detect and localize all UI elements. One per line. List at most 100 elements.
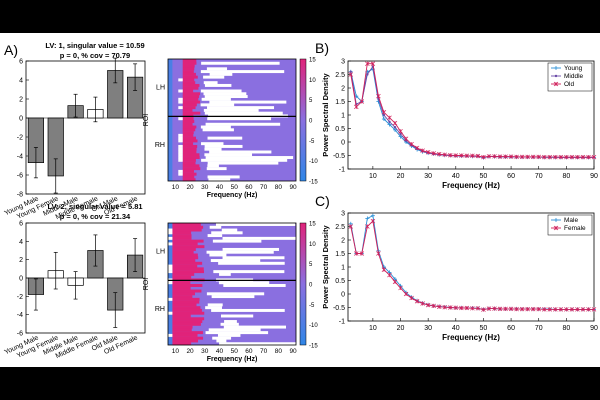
heatmap-cell <box>168 297 173 301</box>
heatmap-cell <box>172 342 192 346</box>
y-tick-label: -0.5 <box>333 153 345 160</box>
heatmap-cell <box>219 272 231 276</box>
y-tick-label: -6 <box>17 173 23 180</box>
heatmap-cell <box>203 92 247 96</box>
x-tick-label: 90 <box>289 348 297 355</box>
heatmap-cell <box>208 178 231 182</box>
heatmap-cell <box>172 317 205 321</box>
y-tick-label: 0.5 <box>335 278 345 285</box>
heatmap-cell <box>172 339 199 343</box>
x-tick-label: 50 <box>480 173 488 180</box>
heatmap-cell <box>182 161 196 165</box>
heatmap-cell <box>172 320 203 324</box>
heatmap-cell <box>182 164 200 168</box>
y-tick-label: 0 <box>19 276 23 283</box>
heatmap-cell <box>200 89 242 93</box>
heatmap-cell <box>182 167 201 171</box>
heatmap-cell <box>182 61 197 65</box>
colorbar-tick-label: -5 <box>309 303 315 309</box>
heatmap-cell <box>182 92 201 96</box>
heatmap-cell <box>182 72 196 76</box>
colorbar-tick-label: -5 <box>309 139 315 145</box>
panel-label-a: A) <box>4 42 18 58</box>
colorbar-tick-label: 0 <box>309 119 313 125</box>
x-tick-label: 30 <box>201 184 209 191</box>
heatmap-cell <box>172 328 192 332</box>
row-label-rh: RH <box>155 142 165 149</box>
heatmap-cell <box>221 228 238 232</box>
y-tick-label: -1 <box>339 167 345 174</box>
heatmap-cell <box>222 256 285 260</box>
heatmap-cell <box>172 308 202 312</box>
legend-label: Female <box>564 225 586 232</box>
heatmap-cell <box>172 256 199 260</box>
x-tick-label: 20 <box>186 184 194 191</box>
lv1-subtitle: p = 0, % cov = 70.79 <box>60 51 130 60</box>
y-tick-label: -1 <box>339 319 345 326</box>
heatmap-cell <box>172 242 198 246</box>
heatmap-cell <box>182 64 195 68</box>
heatmap-cell <box>168 264 173 268</box>
x-tick-label: 80 <box>562 325 570 332</box>
heatmap-cell <box>182 133 194 137</box>
point-marker <box>382 113 386 117</box>
x-tick-label: 90 <box>590 325 598 332</box>
heatmap-cell <box>218 281 270 285</box>
heatmap-cell <box>182 100 201 104</box>
x-tick-label: 80 <box>562 173 570 180</box>
heatmap-cell <box>172 297 200 301</box>
heatmap-cell <box>172 234 192 238</box>
heatmap-frame <box>167 222 297 346</box>
heatmap-cell <box>182 175 195 179</box>
heatmap-cell <box>178 78 183 82</box>
heatmap-cell <box>182 158 196 162</box>
heatmap-cell <box>172 336 204 340</box>
x-tick-label: 60 <box>507 325 515 332</box>
heatmap-cell <box>201 142 224 146</box>
heatmap-cell <box>182 125 197 129</box>
y-tick-label: 2 <box>19 97 23 104</box>
heatmap-cell <box>182 142 194 146</box>
heatmap-cell <box>168 267 173 271</box>
heatmap-cell <box>172 223 201 226</box>
heatmap-cell <box>172 300 200 304</box>
panel-label-b: B) <box>315 40 329 56</box>
heatmap-cell <box>208 328 261 332</box>
heatmap-cell <box>178 158 183 162</box>
heatmap-cell <box>172 245 205 249</box>
colorbar-tick-label: 5 <box>309 98 313 104</box>
x-tick-label: 30 <box>424 325 432 332</box>
x-tick-label: 20 <box>397 173 405 180</box>
heatmap-cell <box>172 261 203 265</box>
heatmap-cell <box>223 325 287 329</box>
heatmap-cell <box>204 95 248 99</box>
heatmap-cell <box>216 339 227 343</box>
x-tick-label: 40 <box>216 348 224 355</box>
heatmap-cell <box>182 70 194 74</box>
point-marker <box>554 74 558 78</box>
heatmap-cell <box>211 295 255 299</box>
y-tick-label: 4 <box>19 239 23 246</box>
legend-label: Middle <box>564 73 584 80</box>
heatmap-cell <box>201 158 288 162</box>
heatmap-cell <box>182 128 196 132</box>
y-tick-label: 6 <box>19 221 23 228</box>
x-tick-label: 20 <box>397 325 405 332</box>
heatmap-cell <box>172 253 198 257</box>
heatmap-cell <box>207 175 240 179</box>
y-tick-label: 3 <box>341 59 345 66</box>
heatmap-cell <box>207 106 275 110</box>
heatmap-cell <box>172 286 191 290</box>
heatmap-cell <box>172 236 192 240</box>
colorbar-tick-label: 10 <box>309 78 316 84</box>
heatmap-cell <box>207 164 219 168</box>
y-tick-label: 0 <box>19 116 23 123</box>
heatmap-cell <box>206 167 227 171</box>
legend-box <box>547 62 593 92</box>
x-tick-label: 10 <box>369 173 377 180</box>
heatmap-cell <box>182 147 197 151</box>
heatmap-cell <box>172 264 198 268</box>
colorbar-tick-label: -15 <box>309 180 318 186</box>
